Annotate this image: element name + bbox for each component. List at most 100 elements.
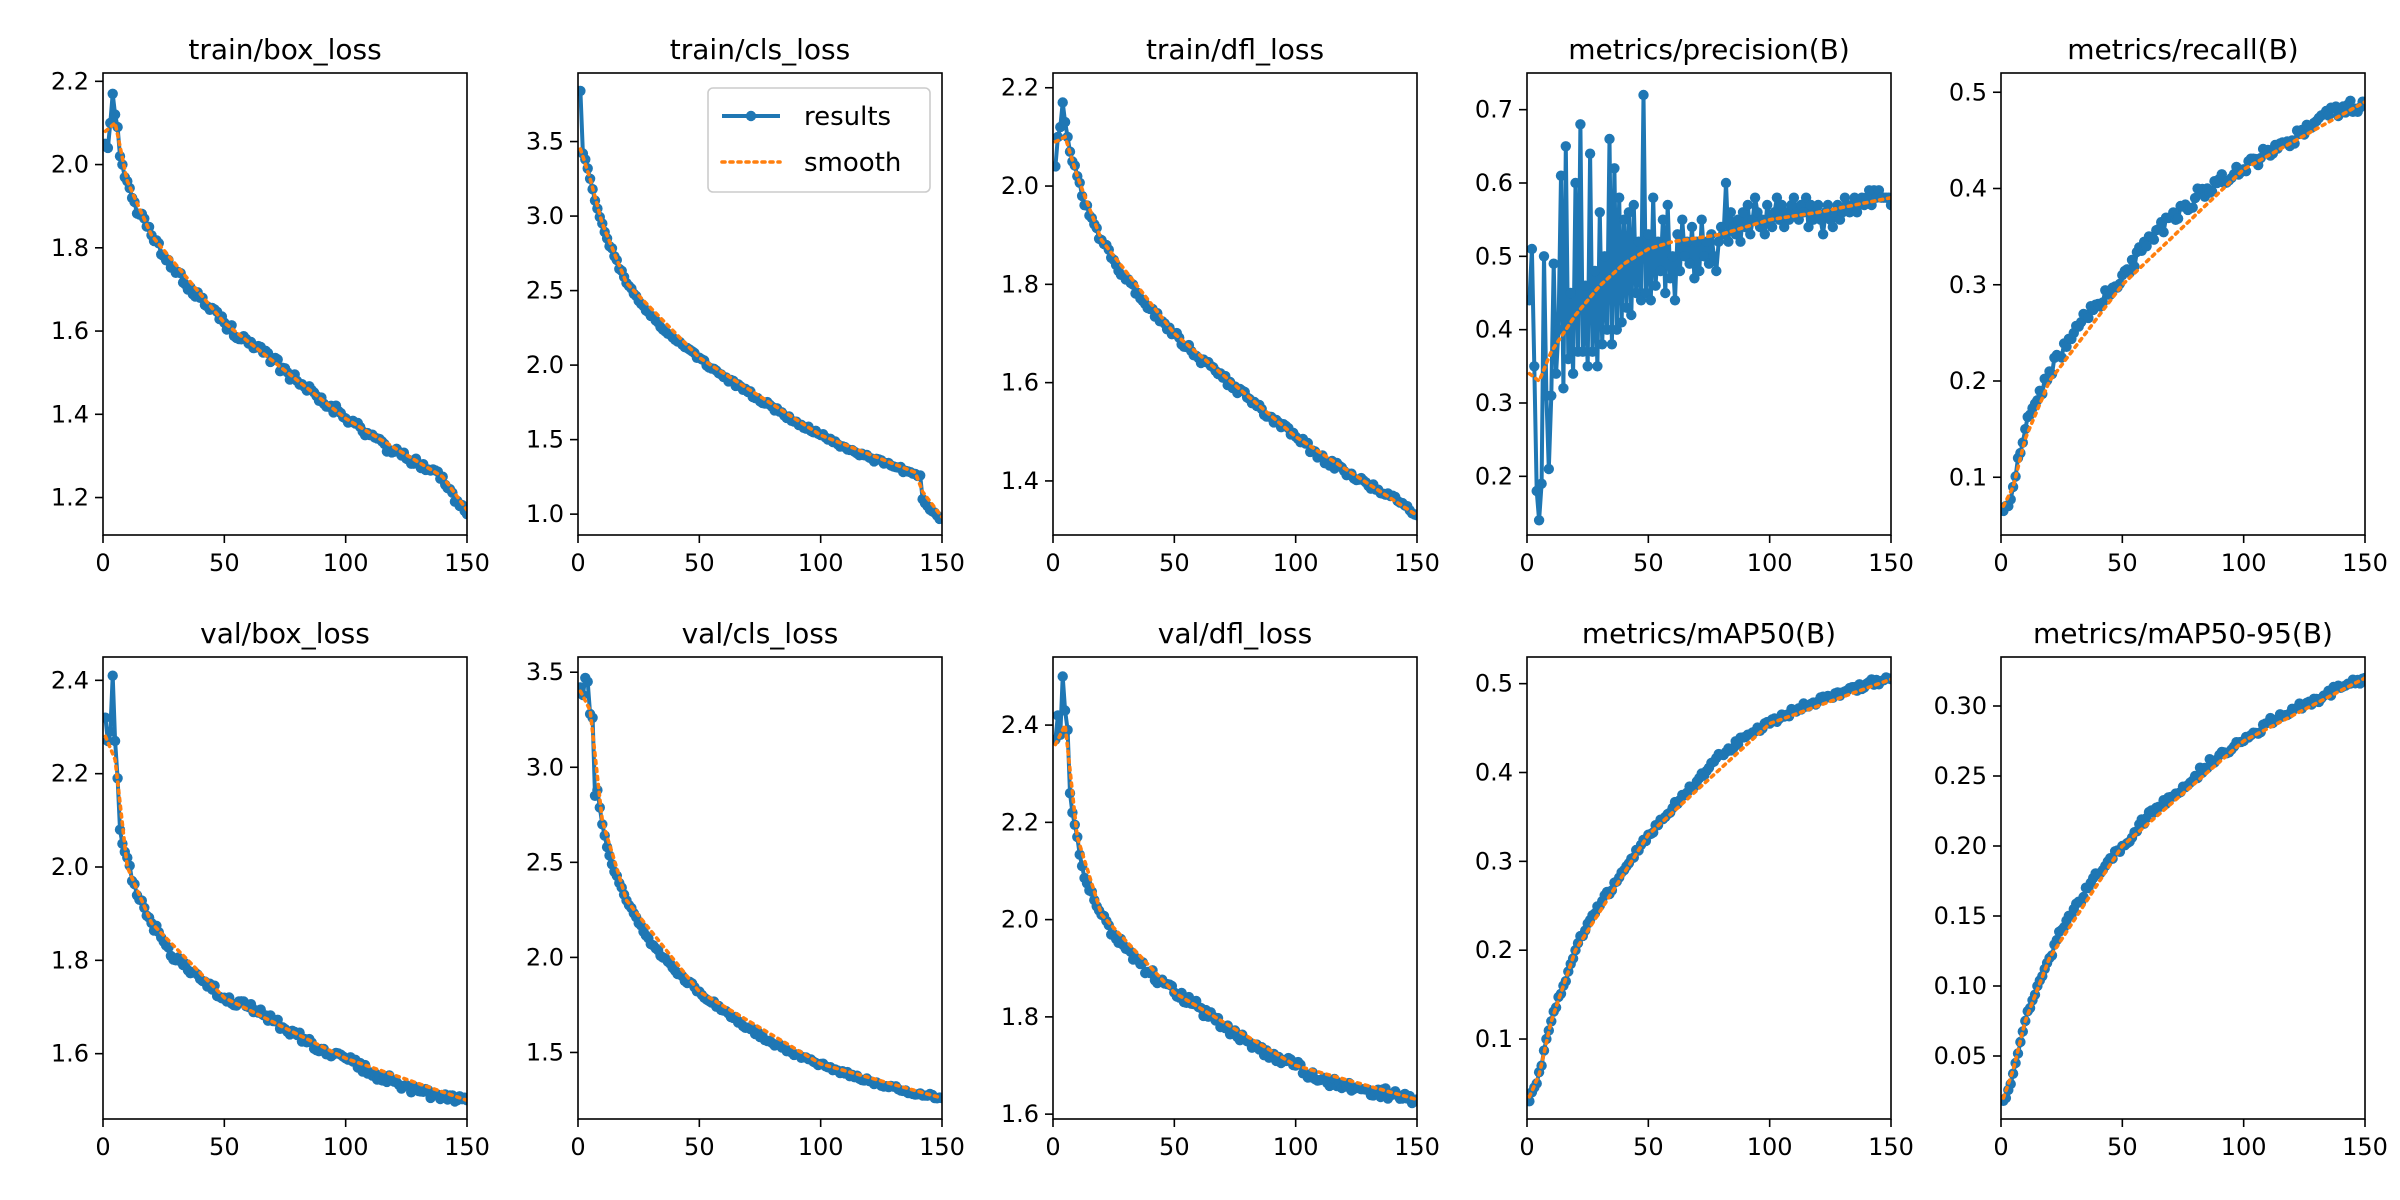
smooth-line [1527,677,1891,1099]
y-tick-label: 1.5 [526,1038,564,1066]
x-tick-label: 50 [684,549,715,577]
results-point [1749,192,1761,203]
y-tick-label: 0.7 [1475,96,1513,124]
results-point [1684,258,1695,269]
y-tick-label: 0.2 [1475,462,1513,490]
subplot-title: train/box_loss [188,33,381,66]
smooth-line [578,147,942,519]
results-point [2158,227,2169,238]
results-point [1677,214,1688,225]
results-point [1582,361,1593,372]
results-point [109,109,121,120]
x-tick-label: 100 [798,1133,844,1161]
y-tick-label: 3.0 [526,202,564,230]
results-point [1137,957,1149,968]
results-point [2216,169,2227,180]
results-point [1529,361,1540,372]
results-point [2240,166,2252,177]
y-tick-label: 1.6 [1001,1100,1039,1128]
results-point [2172,213,2184,224]
y-tick-label: 0.4 [1475,759,1513,787]
results-point [1638,89,1649,101]
results-point [1669,295,1681,306]
results-point [1546,390,1557,401]
y-tick-label: 2.4 [1001,711,1039,739]
x-tick-label: 50 [684,1133,715,1161]
results-point [1599,251,1610,262]
results-point [1813,199,1824,211]
results-point [109,735,121,747]
y-tick-label: 1.8 [1001,1003,1039,1031]
axes-frame [102,72,468,536]
results-point [1667,251,1678,262]
subplot-train_cls_loss: train/cls_loss 0 50 100 150 1.0 1.5 2.0 2.5 3.0 3.… [526,33,965,577]
axes-frame [1526,656,1892,1120]
x-tick-label: 100 [798,549,844,577]
y-tick-label: 1.2 [51,484,89,512]
y-tick-label: 0.5 [1475,242,1513,270]
results-point [582,676,593,687]
results-point [1601,324,1613,335]
axes-frame [1052,656,1418,1120]
plot-area [578,672,942,1104]
results-point [1560,141,1572,152]
results-point [103,142,114,154]
x-tick-label: 150 [919,1133,965,1161]
x-tick-label: 50 [2107,549,2138,577]
legend: results smooth [707,87,931,193]
smooth-line [2001,676,2365,1100]
y-tick-label: 3.5 [526,658,564,686]
legend-results-label: results [804,102,891,132]
results-point [1604,133,1615,145]
results-point [1686,221,1698,233]
smooth-line [103,119,467,512]
results-line [1053,100,1417,518]
y-tick-label: 0.1 [1475,1025,1513,1053]
results-point [2083,312,2094,324]
results-point [1527,295,1535,306]
x-tick-label: 150 [1868,549,1914,577]
subplot-val_box_loss: val/box_loss 0 50 100 150 1.6 1.8 2.0 2.2 2.4 [51,617,490,1161]
x-tick-label: 50 [209,1133,240,1161]
results-point [1577,346,1589,357]
y-tick-label: 2.2 [51,760,89,788]
results-point [1550,368,1562,379]
subplot-val_cls_loss: val/cls_loss 0 50 100 150 1.5 2.0 2.5 3.0 3.5 [526,617,965,1161]
results-point [1527,1096,1535,1107]
results-point [1543,463,1555,475]
legend-smooth-label: smooth [804,148,901,178]
y-tick-label: 2.0 [1001,906,1039,934]
results-point [1822,199,1834,211]
results-point [105,726,116,737]
subplot-train_box_loss: train/box_loss 0 50 100 150 1.2 1.4 1.6 1.8 2.0 2.… [51,33,490,577]
axes-frame [1052,72,1418,536]
results-point [107,88,118,100]
results-point [1589,265,1601,277]
plot-area [1053,97,1417,521]
x-tick-label: 0 [1045,1133,1060,1161]
results-point [1698,251,1710,262]
results-point [2206,186,2218,197]
y-tick-label: 0.4 [1475,316,1513,344]
results-point [1674,265,1686,277]
results-point [1057,671,1068,682]
results-point [1711,265,1722,277]
x-tick-label: 100 [2221,549,2267,577]
results-point [2148,234,2160,245]
x-tick-label: 150 [919,549,965,577]
y-tick-label: 1.4 [1001,467,1039,495]
x-tick-label: 50 [209,549,240,577]
results-point [1732,214,1744,225]
x-tick-label: 50 [1159,1133,1190,1161]
subplot-train_dfl_loss: train/dfl_loss 0 50 100 150 1.4 1.6 1.8 2.0 2.2 [1001,33,1440,577]
x-tick-label: 150 [444,1133,490,1161]
results-point [1536,478,1547,489]
x-tick-label: 0 [1045,549,1060,577]
results-point [1531,485,1542,497]
subplot-metrics_map50_95: metrics/mAP50-95(B) 0 50 100 150 0.05 0.10 0.15… [1934,617,2388,1161]
results-point [1752,207,1763,218]
x-tick-label: 50 [1633,549,1664,577]
y-tick-label: 2.2 [51,67,89,95]
results-point [1696,214,1707,225]
y-tick-label: 2.4 [51,666,89,694]
